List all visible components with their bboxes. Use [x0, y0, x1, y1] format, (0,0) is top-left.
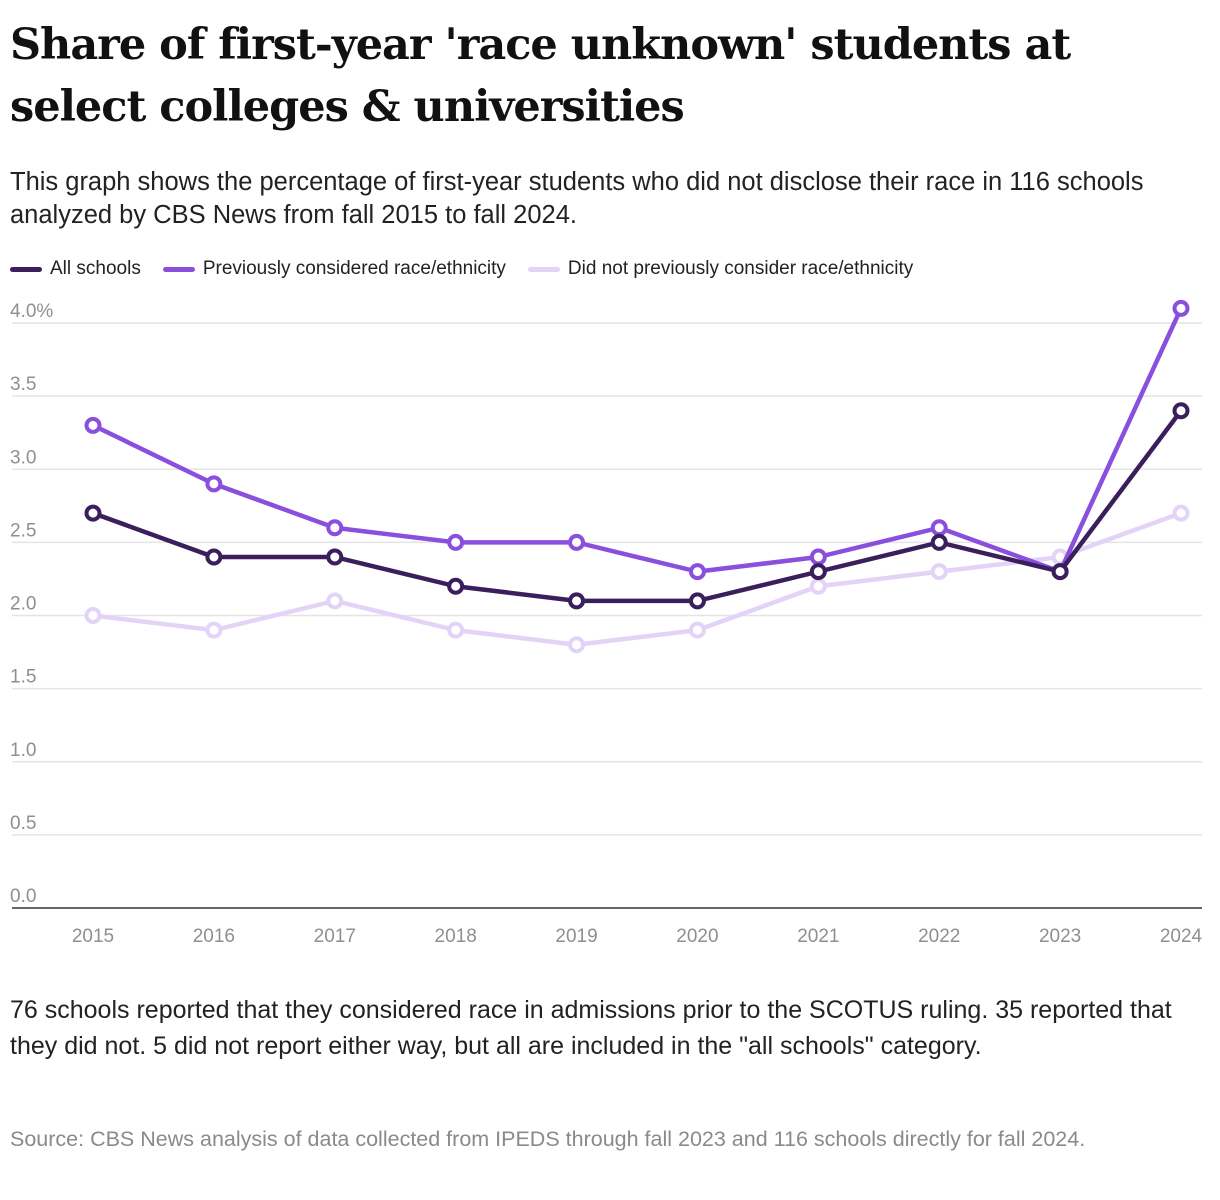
legend-item-previously-considered: Previously considered race/ethnicity	[162, 258, 506, 280]
y-tick-label: 2.0	[10, 594, 36, 615]
data-point-previously-considered-race-ethnicity	[326, 519, 344, 537]
series-line-did-not-previously-consider-race-ethnicity	[90, 510, 1184, 647]
y-tick-label: 4.0%	[10, 301, 53, 322]
data-point-did-not-previously-consider-race-ethnicity	[568, 636, 586, 654]
x-tick-label: 2024	[1160, 926, 1203, 947]
legend-label-previously-considered: Previously considered race/ethnicity	[202, 258, 506, 279]
y-tick-label: 0.0	[10, 886, 36, 907]
legend-item-all-schools: All schools	[10, 258, 141, 280]
x-tick-label: 2015	[72, 926, 114, 947]
data-point-all-schools	[930, 533, 948, 551]
legend-item-did-not-previously-consider: Did not previously consider race/ethnici…	[527, 258, 914, 280]
x-tick-label: 2021	[797, 926, 839, 947]
data-point-all-schools	[205, 548, 223, 566]
y-tick-label: 1.0	[10, 740, 36, 761]
data-point-all-schools	[84, 504, 102, 522]
y-tick-label: 2.5	[10, 520, 36, 541]
chart-source: Source: CBS News analysis of data collec…	[10, 1127, 1086, 1151]
x-tick-label: 2017	[314, 926, 356, 947]
data-point-all-schools	[809, 563, 827, 581]
line-chart: 0.0 0.5 1.0 1.5 2.0 2.5 3.0 3.5 4.0% 2015 2016 2017…	[10, 299, 1203, 947]
data-point-previously-considered-race-ethnicity	[568, 533, 586, 551]
data-point-did-not-previously-consider-race-ethnicity	[688, 621, 706, 639]
y-tick-label: 1.5	[10, 667, 36, 688]
legend-label-did-not-previously-consider: Did not previously consider race/ethnici…	[567, 258, 914, 279]
chart-note: 76 schools reported that they considered…	[10, 996, 1172, 1060]
chart-title: Share of first-year 'race unknown' stude…	[10, 20, 1071, 132]
x-tick-label: 2019	[555, 926, 597, 947]
data-point-did-not-previously-consider-race-ethnicity	[930, 563, 948, 581]
data-point-did-not-previously-consider-race-ethnicity	[809, 577, 827, 595]
legend-swatch-all-schools	[10, 266, 42, 272]
x-tick-label: 2022	[918, 926, 960, 947]
data-point-previously-considered-race-ethnicity	[447, 533, 465, 551]
data-point-did-not-previously-consider-race-ethnicity	[326, 592, 344, 610]
legend-label-all-schools: All schools	[50, 258, 141, 279]
legend-swatch-did-not-previously-consider	[527, 266, 560, 272]
data-point-previously-considered-race-ethnicity	[809, 548, 827, 566]
data-point-previously-considered-race-ethnicity	[1172, 299, 1190, 317]
data-point-all-schools	[1172, 402, 1190, 420]
legend-swatch-previously-considered	[162, 266, 195, 272]
y-tick-label: 3.0	[10, 447, 36, 468]
x-tick-label: 2016	[193, 926, 235, 947]
data-point-did-not-previously-consider-race-ethnicity	[84, 607, 102, 624]
data-point-previously-considered-race-ethnicity	[205, 475, 223, 493]
data-point-did-not-previously-consider-race-ethnicity	[1172, 504, 1190, 522]
data-point-all-schools	[568, 592, 586, 610]
data-point-previously-considered-race-ethnicity	[84, 416, 102, 434]
data-point-all-schools	[1051, 563, 1069, 581]
series-line-all-schools	[90, 408, 1184, 604]
x-tick-label: 2018	[435, 926, 477, 947]
data-point-all-schools	[447, 577, 465, 595]
data-point-previously-considered-race-ethnicity	[930, 519, 948, 537]
chart-subtitle: This graph shows the percentage of first…	[10, 168, 1144, 229]
x-tick-label: 2023	[1039, 926, 1081, 947]
data-point-all-schools	[688, 592, 706, 610]
data-point-did-not-previously-consider-race-ethnicity	[205, 621, 223, 639]
chart-legend: All schools Previously considered race/e…	[10, 256, 935, 282]
data-point-previously-considered-race-ethnicity	[688, 563, 706, 581]
data-point-did-not-previously-consider-race-ethnicity	[447, 621, 465, 639]
y-tick-label: 0.5	[10, 813, 36, 834]
series-line-previously-considered-race-ethnicity	[90, 306, 1184, 574]
data-point-all-schools	[326, 548, 344, 566]
x-tick-label: 2020	[676, 926, 718, 947]
y-tick-label: 3.5	[10, 374, 36, 395]
